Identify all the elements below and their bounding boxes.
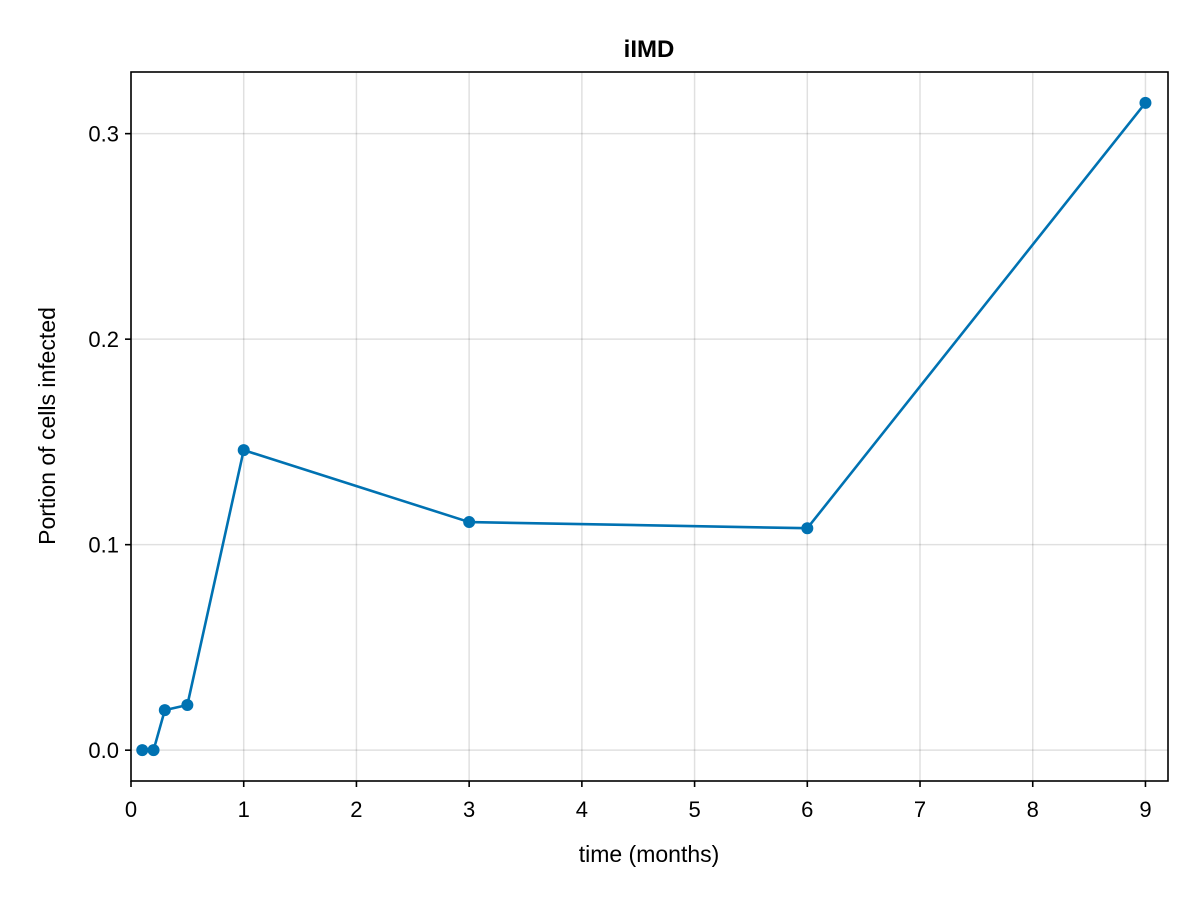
tick-layer: 0 1 2 3 4 5 6 7 8 9 0.0 0.1 0.2 0.3 [88,122,1151,822]
y-tick-label: 0.3 [88,122,119,147]
x-tick-label: 9 [1139,797,1151,822]
x-tick-label: 2 [350,797,362,822]
y-tick-label: 0.0 [88,738,119,763]
x-tick-label: 0 [125,797,137,822]
data-point [237,444,250,457]
data-point [181,698,194,711]
series-line [142,102,1147,752]
data-point [1139,96,1152,109]
x-tick-label: 4 [576,797,588,822]
x-tick-label: 6 [801,797,813,822]
y-tick-label: 0.2 [88,327,119,352]
data-point [463,516,476,529]
series-layer [136,96,1152,757]
data-point [147,744,160,757]
x-tick-label: 8 [1027,797,1039,822]
data-point [136,744,149,757]
y-tick-label: 0.1 [88,533,119,558]
x-tick-label: 1 [238,797,250,822]
plot-frame [130,71,1169,782]
chart-title: iIMD [624,36,675,63]
grid-layer [130,72,1168,781]
y-axis-label: Portion of cells infected [34,307,60,545]
x-tick-label: 7 [914,797,926,822]
x-tick-label: 5 [688,797,700,822]
data-point [158,704,171,717]
data-point [801,522,814,535]
x-axis-label: time (months) [579,841,720,867]
x-tick-label: 3 [463,797,475,822]
